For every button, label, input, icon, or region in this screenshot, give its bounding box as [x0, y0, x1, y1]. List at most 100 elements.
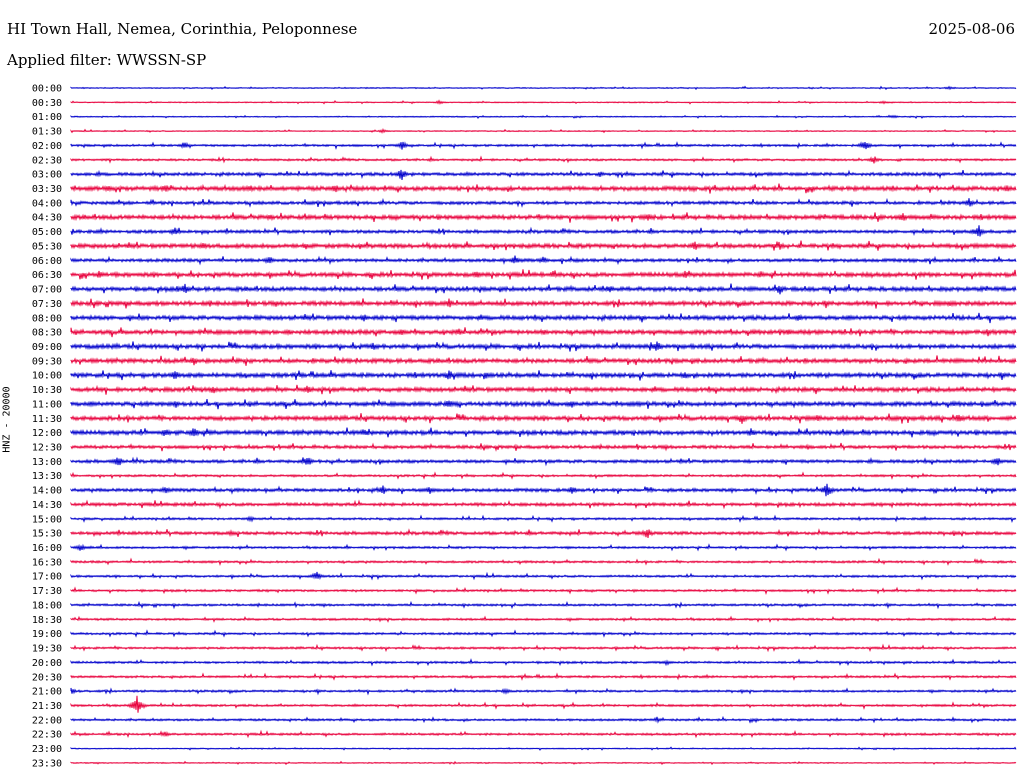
- seismic-trace-0700: [70, 283, 1017, 295]
- row-time-label: 06:00: [32, 256, 62, 267]
- seismic-trace-1600: [70, 543, 1017, 552]
- row-time-label: 07:30: [32, 299, 62, 310]
- seismic-trace-0930: [70, 355, 1017, 366]
- seismic-trace-0600: [70, 255, 1017, 266]
- row-time-label: 01:00: [32, 112, 62, 123]
- row-time-label: 16:00: [32, 543, 62, 554]
- row-time-label: 21:30: [32, 701, 62, 712]
- seismic-trace-0800: [70, 312, 1017, 324]
- seismic-trace-1030: [70, 384, 1017, 395]
- seismic-trace-0330: [70, 183, 1017, 194]
- seismic-trace-0100: [70, 114, 1017, 119]
- seismic-trace-0500: [70, 225, 1017, 237]
- seismic-trace-1730: [70, 586, 1017, 595]
- row-time-label: 01:30: [32, 127, 62, 138]
- seismic-trace-1800: [70, 600, 1017, 610]
- row-time-label: 08:30: [32, 328, 62, 339]
- row-time-label: 00:30: [32, 98, 62, 109]
- seismic-trace-1330: [70, 471, 1017, 480]
- seismic-trace-0530: [70, 240, 1017, 251]
- seismic-trace-1430: [70, 499, 1017, 510]
- row-time-label: 02:00: [32, 141, 62, 152]
- seismic-trace-1200: [70, 427, 1017, 438]
- applied-filter-label: Applied filter: WWSSN-SP: [7, 51, 207, 69]
- row-time-label: 11:00: [32, 399, 62, 410]
- row-time-label: 23:00: [32, 744, 62, 755]
- seismic-trace-0630: [70, 269, 1017, 280]
- row-time-label: 22:00: [32, 715, 62, 726]
- row-time-label: 18:30: [32, 615, 62, 626]
- seismic-trace-2100: [70, 687, 1017, 696]
- seismic-trace-2300: [70, 746, 1017, 751]
- seismic-trace-0300: [70, 169, 1017, 181]
- seismic-trace-0400: [70, 197, 1017, 208]
- row-time-label: 12:00: [32, 428, 62, 439]
- seismic-trace-1900: [70, 629, 1017, 638]
- row-time-label: 17:00: [32, 572, 62, 583]
- seismic-trace-1300: [70, 456, 1017, 467]
- seismic-trace-1230: [70, 442, 1017, 452]
- row-time-label: 14:00: [32, 486, 62, 497]
- row-time-label: 07:00: [32, 285, 62, 296]
- row-time-label: 00:00: [32, 84, 62, 95]
- row-time-label: 23:30: [32, 758, 62, 769]
- seismic-trace-1630: [70, 557, 1017, 566]
- row-time-label: 13:30: [32, 471, 62, 482]
- row-time-label: 15:30: [32, 529, 62, 540]
- seismic-trace-0830: [70, 327, 1017, 338]
- row-time-label: 05:30: [32, 241, 62, 252]
- seismic-trace-1000: [70, 370, 1017, 381]
- seismic-trace-1700: [70, 571, 1017, 581]
- seismic-trace-1930: [70, 643, 1017, 653]
- row-time-label: 20:00: [32, 658, 62, 669]
- seismic-trace-0030: [70, 99, 1017, 105]
- seismic-trace-1130: [70, 413, 1017, 424]
- seismic-trace-0200: [70, 141, 1017, 150]
- seismic-trace-2230: [70, 729, 1017, 739]
- seismic-trace-1830: [70, 615, 1017, 623]
- row-time-label: 14:30: [32, 500, 62, 511]
- row-time-label: 04:30: [32, 213, 62, 224]
- seismic-trace-1500: [70, 514, 1017, 523]
- row-time-label: 19:30: [32, 644, 62, 655]
- row-time-label: 20:30: [32, 672, 62, 683]
- seismic-trace-0430: [70, 212, 1017, 223]
- row-time-label: 09:30: [32, 356, 62, 367]
- seismic-trace-1530: [70, 528, 1017, 538]
- seismic-trace-0230: [70, 155, 1017, 164]
- seismic-trace-1100: [70, 399, 1017, 410]
- seismic-trace-0000: [70, 85, 1017, 91]
- row-time-label: 03:00: [32, 170, 62, 181]
- row-time-label: 19:00: [32, 629, 62, 640]
- row-time-label: 22:30: [32, 730, 62, 741]
- row-time-label: 06:30: [32, 270, 62, 281]
- row-time-label: 02:30: [32, 155, 62, 166]
- seismic-trace-1400: [70, 483, 1017, 497]
- row-time-label: 10:30: [32, 385, 62, 396]
- row-time-label: 15:00: [32, 514, 62, 525]
- row-time-label: 08:00: [32, 313, 62, 324]
- seismic-trace-0900: [70, 341, 1017, 352]
- row-time-label: 04:00: [32, 198, 62, 209]
- row-time-label: 21:00: [32, 687, 62, 698]
- row-time-label: 18:00: [32, 600, 62, 611]
- row-time-label: 17:30: [32, 586, 62, 597]
- seismic-trace-2000: [70, 658, 1017, 667]
- seismic-trace-0130: [70, 128, 1017, 134]
- row-time-label: 09:00: [32, 342, 62, 353]
- row-time-label: 03:30: [32, 184, 62, 195]
- row-time-label: 16:30: [32, 557, 62, 568]
- seismic-trace-2200: [70, 715, 1017, 724]
- row-time-label: 05:00: [32, 227, 62, 238]
- record-date: 2025-08-06: [928, 20, 1015, 38]
- seismic-trace-2030: [70, 672, 1017, 681]
- seismic-trace-2330: [70, 760, 1017, 766]
- seismic-trace-2130: [70, 695, 1017, 713]
- seismic-trace-0730: [70, 298, 1017, 309]
- row-time-label: 11:30: [32, 414, 62, 425]
- row-time-label: 10:00: [32, 371, 62, 382]
- station-title: HI Town Hall, Nemea, Corinthia, Peloponn…: [7, 20, 358, 38]
- row-time-label: 12:30: [32, 443, 62, 454]
- row-time-label: 13:00: [32, 457, 62, 468]
